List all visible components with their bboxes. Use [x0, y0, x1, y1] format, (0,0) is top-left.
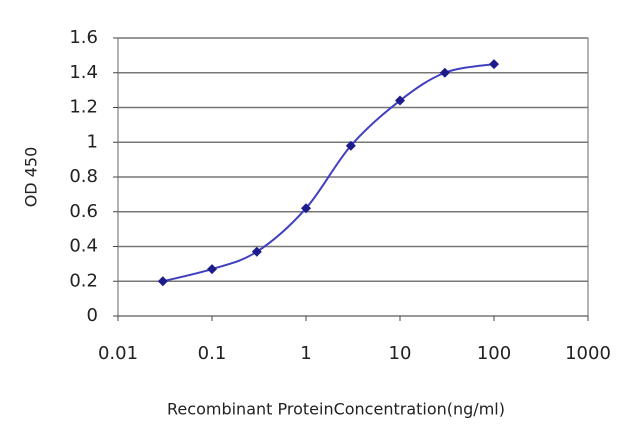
y-tick-label: 0.2: [69, 270, 98, 291]
y-tick-label: 1: [87, 131, 98, 152]
data-point: [157, 276, 168, 287]
data-point: [207, 264, 217, 275]
data-point: [301, 203, 311, 214]
data-point: [251, 246, 262, 257]
y-tick-label: 0.6: [69, 201, 98, 222]
x-tick-label: 0.01: [98, 343, 138, 364]
data-line: [162, 63, 495, 283]
data-point: [395, 95, 405, 106]
y-tick-label: 0.8: [69, 166, 98, 187]
y-tick-label: 0.4: [69, 236, 98, 257]
x-tick-label: 1: [300, 343, 311, 364]
y-tick-label: 1.6: [69, 27, 98, 48]
data-point: [345, 140, 356, 151]
x-tick-label: 0.1: [198, 343, 227, 364]
x-axis-title: Recombinant ProteinConcentration(ng/ml): [167, 400, 505, 419]
x-tick-label: 100: [477, 343, 511, 364]
y-tick-label: 1.2: [69, 97, 98, 118]
x-tick-label: 10: [389, 343, 412, 364]
data-point: [489, 59, 499, 70]
y-tick-label: 0: [87, 305, 98, 326]
y-tick-label: 1.4: [69, 62, 98, 83]
x-tick-label: 1000: [565, 343, 611, 364]
data-point: [439, 67, 450, 78]
y-axis-title: OD 450: [22, 147, 41, 208]
